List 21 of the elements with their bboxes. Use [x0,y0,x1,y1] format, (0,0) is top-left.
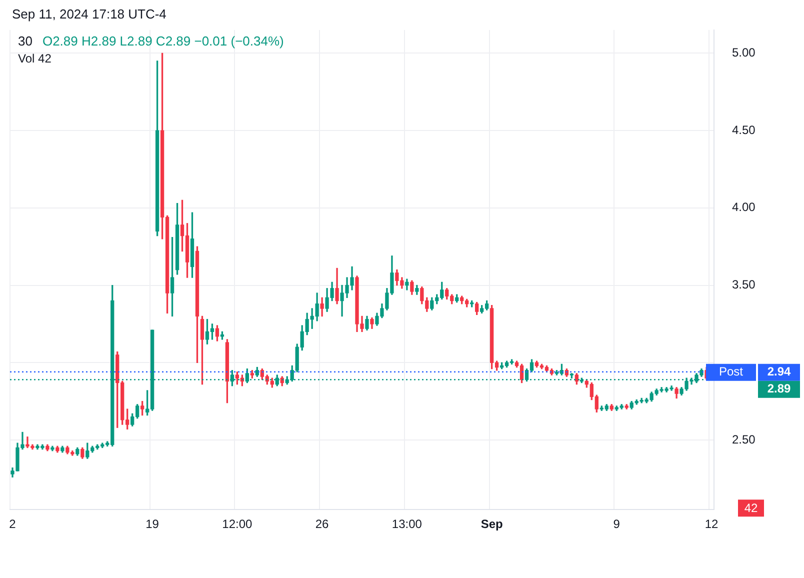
ref-line-label: Post [718,364,744,379]
text: 42 [744,500,758,515]
text: 2.94 [767,364,791,379]
y-tick-label: 5.00 [732,46,756,60]
x-tick-label: 12 [704,517,718,532]
text: Sep 11, 2024 17:18 UTC-4 [12,6,166,22]
y-tick-label: 3.50 [732,278,756,292]
x-tick-label: 12:00 [222,517,253,532]
chart-title: 30 [18,34,32,49]
y-tick-label: 2.50 [732,432,756,446]
x-tick-label: 2 [9,517,16,532]
x-tick-label: Sep [480,517,503,532]
x-tick-label: 26 [315,517,330,532]
chart-subtitle: O2.89 H2.89 L2.89 C2.89 −0.01 (−0.34%) [42,34,284,49]
x-tick-label: 13:00 [392,517,422,532]
text: 2.89 [767,382,791,396]
y-tick-label: 4.00 [732,200,756,214]
y-tick-label: 4.50 [732,122,756,137]
x-tick-label: 19 [146,517,160,532]
annotation: Vol 42 [18,51,52,66]
x-tick-label: 9 [613,517,620,532]
